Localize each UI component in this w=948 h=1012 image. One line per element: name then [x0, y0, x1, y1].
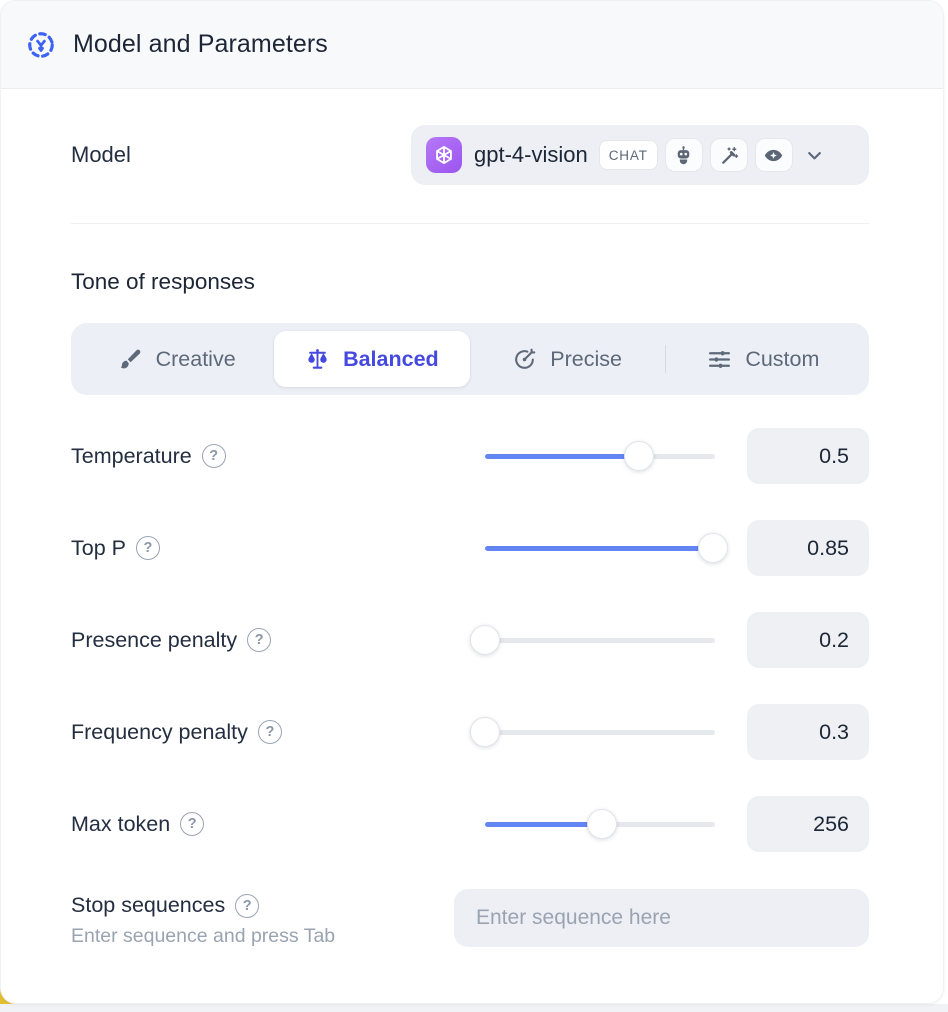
param-row-temperature: Temperature ? 0.5: [71, 428, 869, 484]
top-p-value[interactable]: 0.85: [747, 520, 869, 576]
presence-penalty-value[interactable]: 0.2: [747, 612, 869, 668]
stop-sequences-row: Stop sequences ? Enter sequence and pres…: [71, 889, 869, 948]
tab-creative-label: Creative: [155, 346, 236, 371]
tab-balanced-label: Balanced: [343, 346, 439, 371]
selected-model-name: gpt-4-vision: [474, 142, 588, 167]
tone-tabs: Creative Balanced: [71, 323, 869, 395]
param-label: Top P ?: [71, 536, 485, 561]
param-row-max-token: Max token ? 256: [71, 796, 869, 852]
vision-eye-icon: [754, 138, 793, 172]
param-label: Presence penalty ?: [71, 628, 485, 653]
temperature-slider[interactable]: [485, 441, 715, 471]
tab-precise-label: Precise: [550, 346, 622, 371]
robot-icon: [664, 138, 703, 172]
help-icon[interactable]: ?: [180, 812, 205, 836]
param-row-presence-penalty: Presence penalty ? 0.2: [71, 612, 869, 668]
max-token-value[interactable]: 256: [747, 796, 869, 852]
model-label: Model: [71, 142, 131, 167]
param-row-frequency-penalty: Frequency penalty ? 0.3: [71, 704, 869, 760]
slider-thumb[interactable]: [624, 441, 655, 471]
tab-separator: [664, 345, 666, 373]
max-token-slider[interactable]: [485, 809, 715, 839]
top-p-slider[interactable]: [485, 533, 728, 563]
presence-penalty-slider[interactable]: [470, 625, 715, 655]
stop-sequences-helper: Enter sequence and press Tab: [71, 925, 336, 947]
brush-icon: [118, 347, 143, 372]
frequency-penalty-value[interactable]: 0.3: [747, 704, 869, 760]
panel-body: Model gpt-4-vision CHAT: [1, 89, 943, 948]
param-label: Frequency penalty ?: [71, 720, 485, 745]
section-divider: [71, 223, 869, 224]
slider-thumb[interactable]: [470, 625, 500, 655]
help-icon[interactable]: ?: [201, 444, 226, 468]
tab-balanced[interactable]: Balanced: [274, 331, 470, 387]
model-select-dropdown[interactable]: gpt-4-vision CHAT: [411, 125, 869, 185]
slider-thumb[interactable]: [697, 533, 728, 563]
slider-thumb[interactable]: [470, 717, 500, 747]
ai-dashed-circle-icon: [26, 30, 56, 60]
tab-custom-label: Custom: [745, 346, 820, 371]
tab-custom[interactable]: Custom: [666, 331, 861, 387]
tab-creative[interactable]: Creative: [79, 331, 274, 387]
model-type-badge: CHAT: [598, 140, 658, 170]
magic-wand-icon: [709, 138, 748, 172]
stop-sequences-label: Stop sequences: [71, 893, 226, 917]
sliders-icon: [707, 347, 732, 372]
background-strip: [0, 1004, 948, 1012]
help-icon[interactable]: ?: [257, 720, 282, 744]
param-row-top-p: Top P ? 0.85: [71, 520, 869, 576]
panel-title: Model and Parameters: [73, 30, 328, 58]
tone-section-title: Tone of responses: [71, 269, 255, 294]
tab-precise[interactable]: Precise: [470, 331, 665, 387]
openai-logo-icon: [426, 137, 462, 173]
chevron-down-icon: [803, 144, 826, 167]
help-icon[interactable]: ?: [247, 628, 272, 652]
scales-icon: [305, 347, 330, 372]
help-icon[interactable]: ?: [135, 536, 160, 560]
temperature-value[interactable]: 0.5: [747, 428, 869, 484]
frequency-penalty-slider[interactable]: [470, 717, 715, 747]
param-label: Temperature ?: [71, 444, 485, 469]
target-icon: [512, 347, 537, 372]
slider-thumb[interactable]: [587, 809, 618, 839]
model-row: Model gpt-4-vision CHAT: [71, 125, 869, 185]
stop-sequence-input[interactable]: [454, 889, 869, 947]
help-icon[interactable]: ?: [235, 893, 260, 918]
param-label: Max token ?: [71, 812, 485, 837]
panel-header: Model and Parameters: [1, 1, 943, 89]
